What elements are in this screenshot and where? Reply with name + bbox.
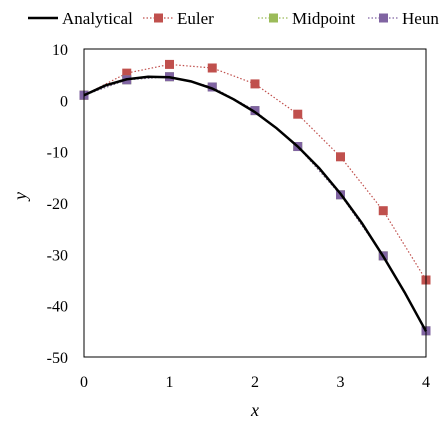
x-tick-label: 1 bbox=[166, 374, 174, 391]
y-tick-label: 10 bbox=[52, 42, 68, 59]
legend-swatch bbox=[154, 14, 163, 23]
data-point bbox=[208, 63, 217, 72]
legend-label: Analytical bbox=[62, 9, 133, 28]
y-tick-label: -20 bbox=[47, 196, 68, 213]
x-tick-label: 0 bbox=[80, 374, 88, 391]
y-tick-label: -40 bbox=[47, 299, 68, 316]
x-tick-label: 2 bbox=[251, 374, 259, 391]
legend-swatch bbox=[269, 14, 278, 23]
series-line bbox=[84, 64, 426, 280]
y-tick-label: -50 bbox=[47, 350, 68, 367]
y-tick-label: 0 bbox=[60, 93, 68, 110]
y-tick-label: -30 bbox=[47, 247, 68, 264]
series-layer bbox=[80, 60, 431, 335]
y-tick-label: -10 bbox=[47, 145, 68, 162]
data-point bbox=[293, 110, 302, 119]
legend-item: Midpoint bbox=[258, 9, 356, 28]
x-tick-label: 3 bbox=[337, 374, 345, 391]
legend-label: Heun bbox=[402, 9, 439, 28]
data-point bbox=[251, 79, 260, 88]
data-point bbox=[336, 152, 345, 161]
legend-swatch bbox=[379, 14, 388, 23]
data-point bbox=[165, 60, 174, 69]
legend-item: Analytical bbox=[28, 9, 133, 28]
legend-label: Midpoint bbox=[292, 9, 356, 28]
tick-labels: 0 1 2 3 4 10 0 -10 -20 -30 -40 -50 bbox=[47, 42, 430, 391]
data-point bbox=[379, 206, 388, 215]
plot-frame bbox=[84, 49, 426, 357]
legend: Analytical Euler Midpoint Heun bbox=[28, 9, 439, 28]
series-euler bbox=[80, 60, 431, 285]
x-tick-label: 4 bbox=[422, 374, 430, 391]
y-axis-title: y bbox=[10, 192, 30, 202]
x-axis-title: x bbox=[250, 400, 259, 420]
legend-label: Euler bbox=[177, 9, 214, 28]
legend-item: Heun bbox=[368, 9, 439, 28]
legend-item: Euler bbox=[143, 9, 214, 28]
